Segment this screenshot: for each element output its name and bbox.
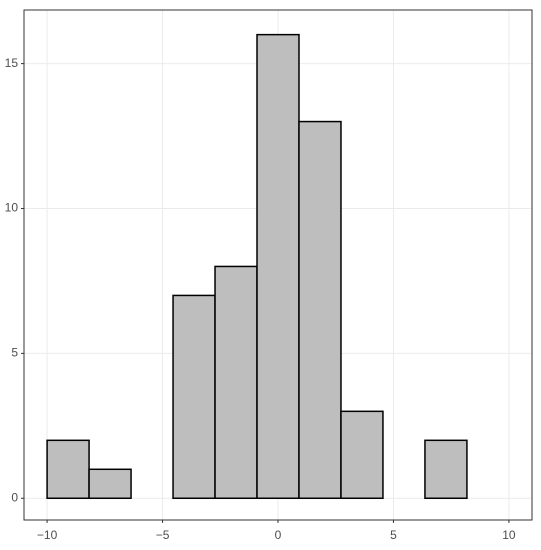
bar xyxy=(298,120,342,500)
x-tick-label: 10 xyxy=(502,528,516,542)
y-tick-label: 0 xyxy=(11,490,18,504)
bar xyxy=(88,468,132,500)
bar xyxy=(340,410,384,500)
bar xyxy=(424,439,468,500)
bar xyxy=(46,439,90,500)
y-tick-label: 5 xyxy=(11,346,18,360)
y-tick-label: 10 xyxy=(5,201,19,215)
bar xyxy=(172,294,216,500)
x-tick-label: −10 xyxy=(37,528,58,542)
panel-border xyxy=(23,9,533,521)
x-tick-label: 5 xyxy=(390,528,397,542)
x-tick-label: 0 xyxy=(275,528,282,542)
bar xyxy=(214,265,258,500)
bar xyxy=(256,33,300,500)
y-tick-label: 15 xyxy=(5,56,19,70)
x-tick-label: −5 xyxy=(156,528,170,542)
